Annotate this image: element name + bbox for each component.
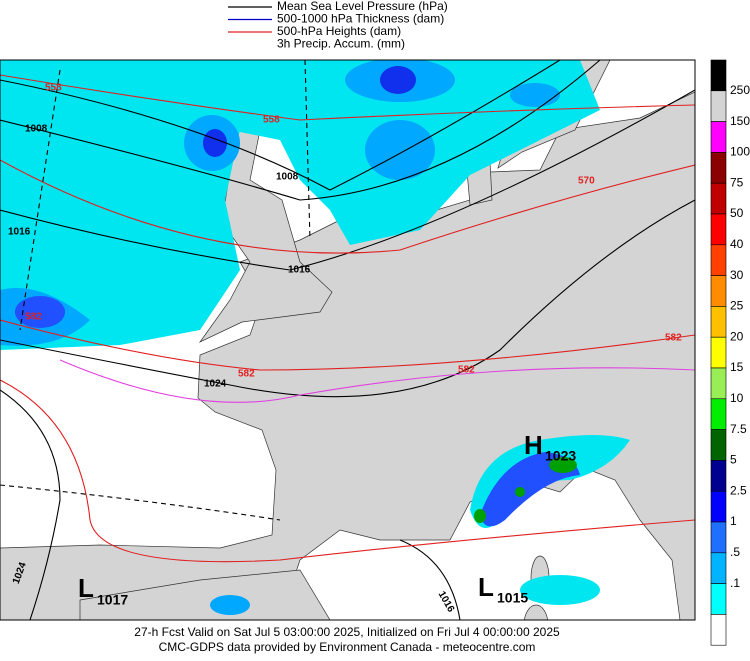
land-shape <box>79 569 331 620</box>
contours-shape <box>59 359 695 403</box>
colorbar-swatch <box>710 213 727 246</box>
contour-label: 1008 <box>25 124 48 135</box>
precipitation <box>0 60 630 615</box>
contour-label: 558 <box>45 83 62 94</box>
colorbar-label: .5 <box>730 545 740 559</box>
colorbar-swatch <box>710 152 727 184</box>
colorbar-swatch <box>710 306 727 338</box>
contour-label: 582 <box>665 333 682 344</box>
colorbar-swatch <box>710 244 727 276</box>
colorbar-label: 7.5 <box>730 422 747 436</box>
colorbar-label: 50 <box>730 206 744 220</box>
colorbar-swatch <box>710 367 727 400</box>
colorbar-label: 25 <box>730 299 744 313</box>
colorbar-swatch <box>710 460 727 492</box>
colorbar-label: 2.5 <box>730 483 747 497</box>
high-symbol: H <box>524 430 543 460</box>
colorbar-label: 1 <box>730 514 737 528</box>
colorbar-swatch <box>710 490 727 523</box>
precipitation-shape <box>515 487 525 497</box>
contour-label: 1008 <box>276 172 299 183</box>
colorbar-swatch <box>710 275 727 307</box>
low-symbol: L <box>478 572 494 602</box>
precipitation-shape <box>210 595 250 615</box>
pressure-centers: H 1023 L 1017 L 1015 <box>78 430 576 608</box>
contours-shape <box>0 89 695 271</box>
precipitation-shape <box>15 296 65 328</box>
colorbar-swatch <box>710 614 727 646</box>
colorbar-swatch <box>710 121 727 153</box>
precipitation-shape <box>0 60 240 350</box>
contours-shape <box>0 60 601 201</box>
precipitation-shape <box>549 457 577 473</box>
legend-label: Mean Sea Level Pressure (hPa) <box>277 0 448 13</box>
contours-shape <box>0 159 695 254</box>
contours-shape <box>0 319 695 371</box>
low-value: 1017 <box>97 592 128 608</box>
footer-line: CMC-GDPS data provided by Environment Ca… <box>159 640 536 654</box>
colorbar-label: 150 <box>730 114 750 128</box>
contours-shape <box>304 60 311 241</box>
colorbar: 250 150 100 75 50 40 30 25 20 15 10 7.5 5 2.5 1 .5 .1 <box>710 59 750 646</box>
contours-shape <box>0 199 695 398</box>
footer-line: 27-h Fcst Valid on Sat Jul 5 03:00:00 20… <box>134 625 560 639</box>
contours-shape <box>0 60 561 191</box>
precipitation-shape <box>120 60 600 245</box>
colorbar-swatch <box>710 398 727 430</box>
colorbar-swatch <box>710 182 727 215</box>
contour-label: 558 <box>263 115 280 126</box>
colorbar-label: .1 <box>730 576 740 590</box>
colorbar-label: 100 <box>730 145 750 159</box>
colorbar-label: 20 <box>730 329 744 343</box>
high-value: 1023 <box>545 448 576 464</box>
legend: Mean Sea Level Pressure (hPa)500-1000 hP… <box>228 0 448 51</box>
contour-label: 570 <box>578 176 595 187</box>
contours-shape <box>399 539 461 620</box>
precipitation-shape <box>203 129 227 157</box>
precipitation-shape <box>474 509 486 523</box>
colorbar-swatch <box>710 552 727 584</box>
colorbar-swatch <box>710 429 727 461</box>
contours-shape <box>19 69 61 331</box>
colorbar-label: 250 <box>730 83 750 97</box>
colorbar-swatch <box>710 59 727 92</box>
contour-label: 582 <box>238 369 255 380</box>
contour-label: 582 <box>25 312 42 323</box>
colorbar-swatch <box>710 90 727 122</box>
colorbar-label: 5 <box>730 453 737 467</box>
legend-label: 500-1000 hPa Thickness (dam) <box>277 12 444 26</box>
colorbar-label: 15 <box>730 360 744 374</box>
precipitation-shape <box>365 120 435 180</box>
low-symbol: L <box>78 573 94 603</box>
legend-label: 3h Precip. Accum. (mm) <box>277 37 405 51</box>
contours-shape <box>0 484 281 521</box>
contours-shape <box>0 74 695 121</box>
precipitation-shape <box>510 83 560 107</box>
colorbar-label: 40 <box>730 237 744 251</box>
contour-label: 1024 <box>204 379 227 390</box>
precipitation-shape <box>380 66 416 94</box>
colorbar-swatch <box>710 521 727 554</box>
low-value: 1015 <box>497 590 528 606</box>
contours-shape <box>0 379 695 563</box>
map-frame <box>0 59 696 621</box>
contour-label: 1016 <box>8 227 31 238</box>
contour-label: 582 <box>458 365 475 376</box>
contours <box>0 60 695 620</box>
contour-label: 1016 <box>288 265 311 276</box>
colorbar-swatch <box>710 336 727 369</box>
colorbar-swatch <box>710 583 727 615</box>
land-shape <box>524 604 548 620</box>
colorbar-label: 75 <box>730 175 744 189</box>
map: 558 558 1008 1008 1016 1016 570 582 582 … <box>0 60 695 620</box>
legend-label: 500-hPa Heights (dam) <box>277 24 401 38</box>
contours-shape <box>0 389 61 620</box>
colorbar-label: 10 <box>730 391 744 405</box>
precipitation-shape <box>520 575 600 605</box>
colorbar-label: 30 <box>730 268 744 282</box>
